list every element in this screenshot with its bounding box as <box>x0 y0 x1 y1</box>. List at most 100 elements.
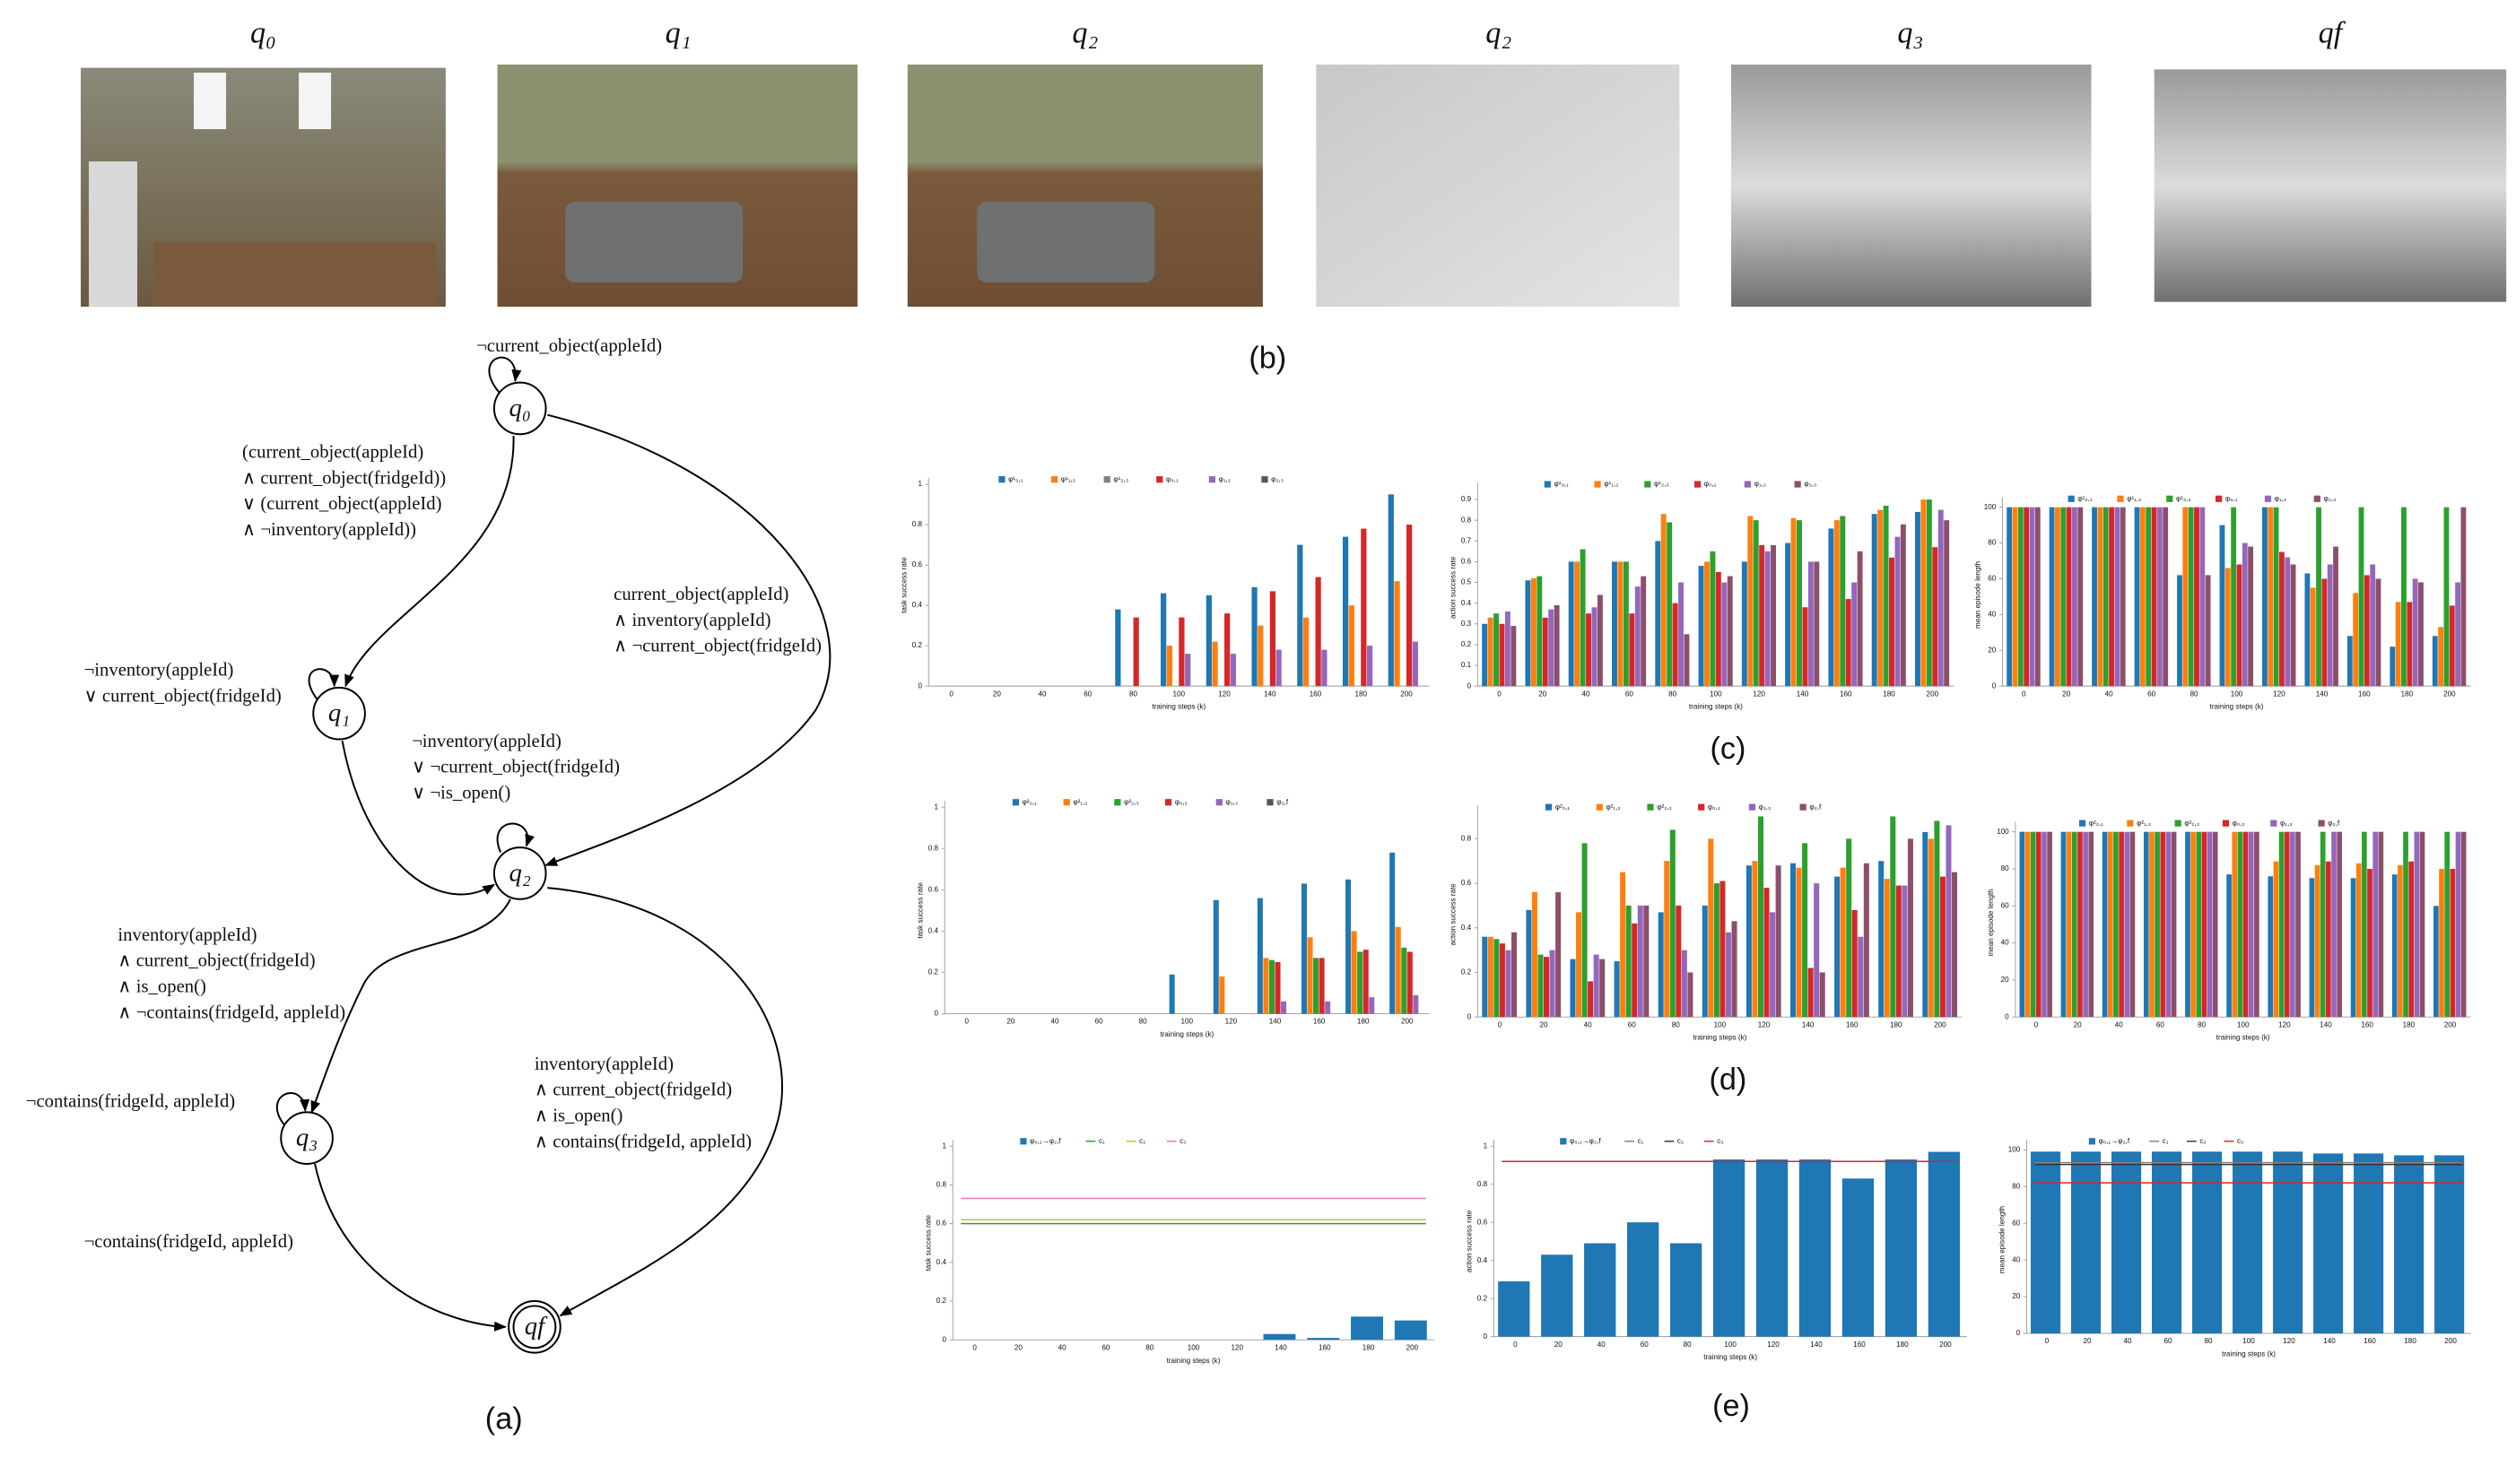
bar <box>1487 936 1493 1018</box>
bar <box>2212 831 2218 1018</box>
bar <box>1555 892 1562 1018</box>
legend-swatch <box>2313 495 2320 502</box>
bar <box>1499 943 1505 1018</box>
x-tick-label: 100 <box>2231 690 2243 698</box>
bar <box>1798 1159 1832 1337</box>
x-tick-label: 20 <box>1006 1018 1015 1026</box>
bar <box>1759 544 1765 687</box>
bar <box>1321 649 1328 687</box>
y-axis-label: action success rate <box>1449 556 1457 619</box>
bar <box>1319 958 1325 1014</box>
edge-label: inventory(appleId) <box>535 1054 674 1074</box>
x-tick-label: 140 <box>2323 1337 2336 1345</box>
bar <box>2231 507 2237 687</box>
bar <box>1698 566 1704 687</box>
legend-swatch <box>1560 1138 1567 1145</box>
bar <box>1796 867 1802 1018</box>
bar <box>2205 575 2211 687</box>
bar <box>2134 507 2140 687</box>
bar <box>1807 968 1814 1018</box>
x-tick-label: 200 <box>2444 1337 2457 1345</box>
bar <box>1230 654 1237 687</box>
x-tick-label: 40 <box>1050 1018 1059 1026</box>
y-tick-label: 40 <box>1988 610 1997 618</box>
y-tick-label: 0.6 <box>936 1219 947 1228</box>
x-tick-label: 20 <box>993 690 1002 698</box>
bar <box>1727 576 1733 687</box>
bar <box>2111 1151 2142 1334</box>
image-q3 <box>1731 65 2092 308</box>
bar <box>1361 528 1367 687</box>
x-tick-label: 100 <box>1714 1020 1727 1028</box>
bar <box>1664 861 1670 1018</box>
legend-label: φ₀,₁→φ₂,f <box>2099 1137 2130 1145</box>
legend-label: c₃ <box>1180 1137 1186 1145</box>
legend-label: φ¹₂,₃ <box>1654 480 1669 488</box>
x-tick-label: 40 <box>1598 1341 1606 1349</box>
bar <box>1643 905 1650 1018</box>
bar <box>2450 868 2456 1018</box>
bar <box>2273 507 2279 687</box>
image-label: q₃ <box>1897 16 1923 49</box>
legend-label: φ₀,₁→φ₂,f <box>1570 1137 1601 1145</box>
bar <box>1833 520 1840 687</box>
bar <box>1623 561 1629 687</box>
legend-swatch <box>2264 495 2272 502</box>
y-tick-label: 1 <box>1484 1141 1488 1150</box>
bar <box>1828 528 1834 687</box>
bar <box>2432 636 2438 687</box>
state <box>280 1111 334 1165</box>
x-tick-label: 140 <box>2316 690 2329 698</box>
bar <box>2226 874 2232 1018</box>
y-tick-label: 0 <box>2016 1329 2021 1337</box>
bar <box>1840 516 1846 687</box>
x-axis-label: training steps (k) <box>1689 703 1743 711</box>
bar <box>1307 1338 1340 1341</box>
y-tick-label: 0.4 <box>912 601 923 609</box>
x-tick-label: 0 <box>2045 1337 2050 1345</box>
y-tick-label: 0.2 <box>1461 640 1472 648</box>
edge-label: ∧ is_open() <box>118 977 205 997</box>
bar <box>1890 816 1896 1018</box>
bar <box>1160 593 1167 687</box>
image-qf <box>2154 69 2507 302</box>
legend-swatch <box>1050 476 1058 483</box>
x-tick-label: 160 <box>1853 1341 1866 1349</box>
x-tick-label: 180 <box>1883 690 1895 698</box>
bar <box>1858 936 1864 1018</box>
edge <box>488 356 522 394</box>
bar <box>2042 831 2047 1018</box>
bar <box>1669 829 1676 1018</box>
bar <box>1525 580 1531 687</box>
x-tick-label: 40 <box>2115 1020 2124 1028</box>
y-tick-label: 0.4 <box>1477 1256 1488 1264</box>
bar <box>1510 626 1517 687</box>
bar <box>1548 609 1554 687</box>
automaton-edges <box>275 356 831 1332</box>
bar <box>2143 831 2149 1018</box>
edge-label: ∧ current_object(fridgeId)) <box>242 468 446 488</box>
x-tick-label: 20 <box>1538 690 1547 698</box>
x-axis-label: training steps (k) <box>1152 703 1206 711</box>
bar <box>2460 507 2467 687</box>
bar <box>2012 507 2018 687</box>
x-tick-label: 180 <box>1890 1020 1902 1028</box>
bar <box>1715 571 1721 687</box>
bar <box>1342 536 1349 687</box>
bar <box>1871 514 1877 687</box>
bar <box>1863 863 1869 1018</box>
y-tick-label: 80 <box>2001 864 2010 872</box>
x-tick-label: 200 <box>2444 1020 2457 1028</box>
state <box>312 686 366 741</box>
x-tick-label: 120 <box>2273 690 2285 698</box>
bar <box>1401 947 1407 1014</box>
bar <box>2439 868 2444 1018</box>
bar <box>2316 507 2321 687</box>
bar <box>1746 865 1752 1018</box>
x-tick-label: 140 <box>1269 1018 1282 1026</box>
bar <box>2242 542 2248 687</box>
bar <box>1263 1333 1296 1341</box>
y-tick-label: 0.5 <box>1461 578 1472 586</box>
counter <box>153 242 437 308</box>
chart: 0 0.2 0.4 0.6 0.8 1 0 20 40 60 80 100 120 140 160 180 20… <box>916 798 1430 1038</box>
